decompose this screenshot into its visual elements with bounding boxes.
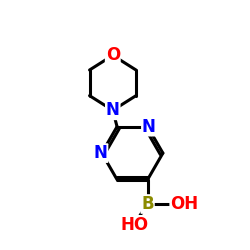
- Text: N: N: [106, 101, 120, 119]
- Text: HO: HO: [120, 216, 148, 234]
- Text: O: O: [106, 46, 120, 64]
- Text: OH: OH: [170, 195, 198, 213]
- Text: N: N: [94, 144, 108, 162]
- Text: B: B: [141, 195, 154, 213]
- Text: N: N: [142, 118, 156, 136]
